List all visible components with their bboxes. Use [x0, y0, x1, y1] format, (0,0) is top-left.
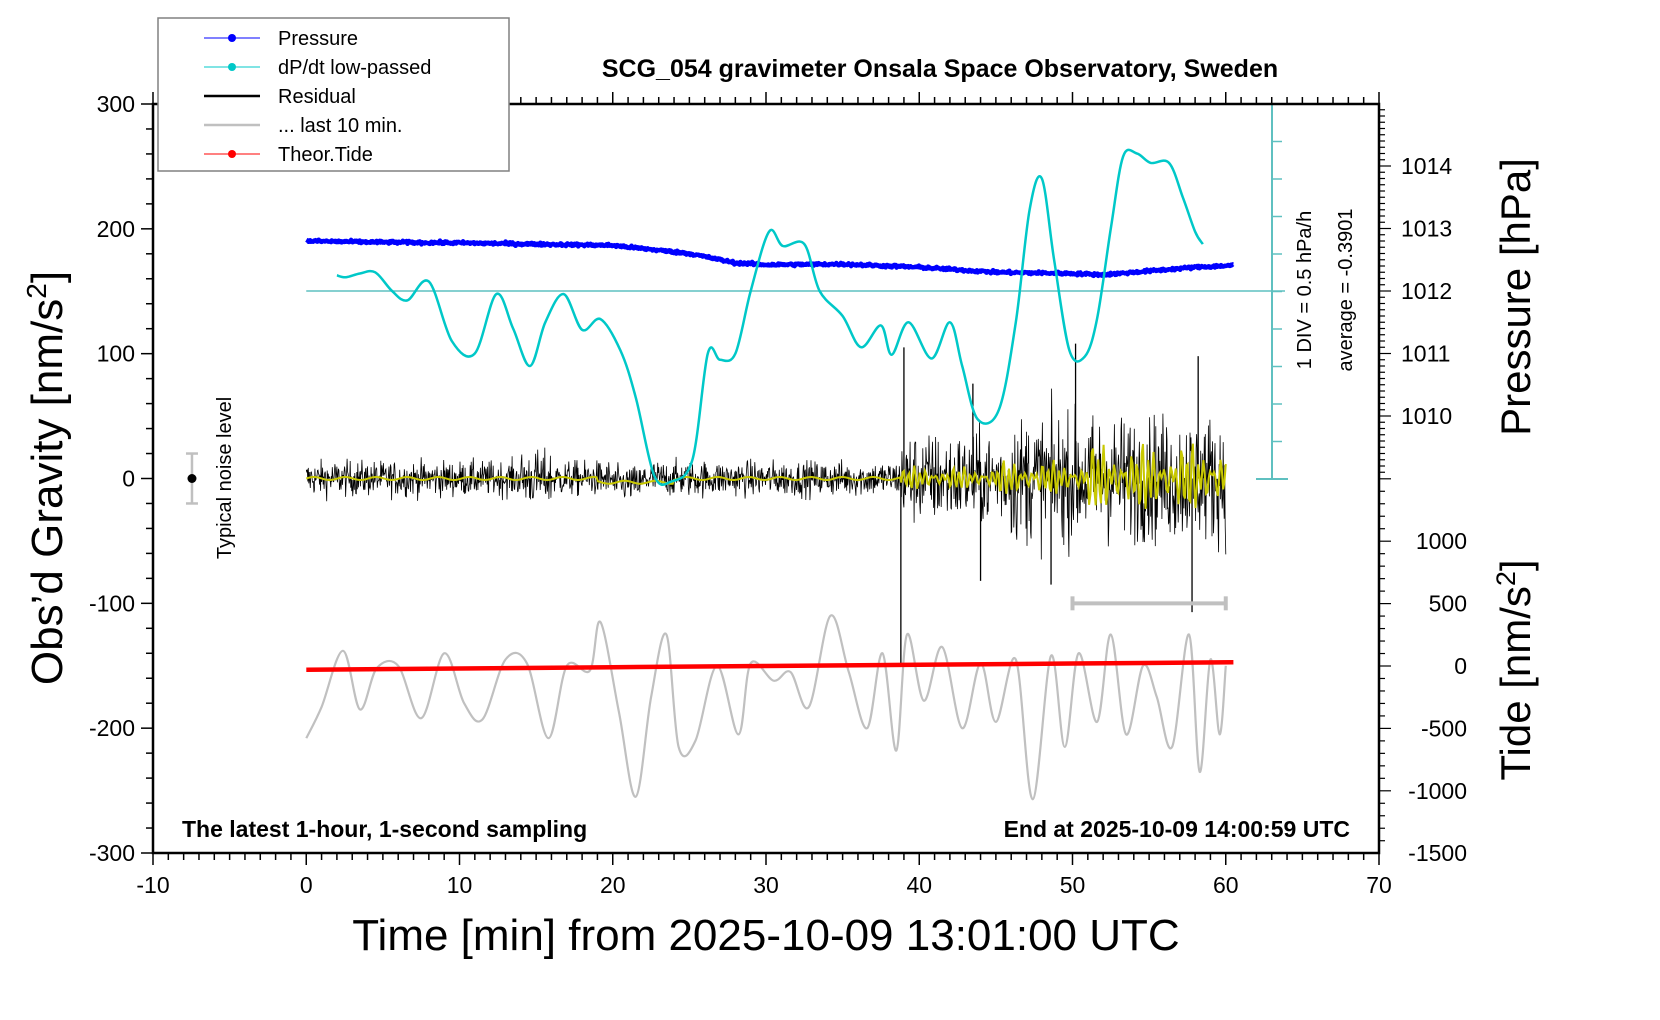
pressure-line — [304, 237, 1235, 279]
y-pressure-tick-label: 1014 — [1401, 153, 1452, 179]
y-left-tick-label: 200 — [97, 216, 135, 242]
residual-smoothed-line — [306, 443, 1227, 510]
noise-level-layer — [185, 452, 198, 505]
noise-level-label: Typical noise level — [214, 397, 236, 559]
y-axis-title-tide-tail: ] — [1492, 559, 1539, 571]
y-axis-title-pressure: Pressure [hPa] — [1492, 158, 1539, 436]
x-tick-label: 0 — [300, 872, 313, 898]
x-tick-label: 20 — [600, 872, 626, 898]
legend: Pressure dP/dt low-passed Residual ... last… — [157, 17, 510, 172]
x-tick-label: 50 — [1060, 872, 1086, 898]
y-left-tick-label: -200 — [89, 715, 135, 741]
x-tick-label: 30 — [753, 872, 779, 898]
legend-box — [157, 17, 510, 172]
y-tide-tick-label: 500 — [1429, 591, 1467, 617]
x-tick-label: 60 — [1213, 872, 1239, 898]
y-axis-title-left-sup: 2 — [21, 283, 52, 299]
dpdt-line — [336, 148, 1204, 486]
x-tick-label: -10 — [136, 872, 169, 898]
y-axis-title-left: Obs’d Gravity [nm/s2] — [21, 271, 72, 685]
legend-label-4: Theor.Tide — [278, 144, 373, 166]
y-tide-tick-label: -500 — [1421, 715, 1467, 741]
legend-marker-1 — [228, 63, 236, 71]
y-left-tick-label: -300 — [89, 840, 135, 866]
y-axis-title-tide: Tide [nm/s2] — [1491, 559, 1539, 780]
dpdt-scale-label: 1 DIV = 0.5 hPa/h — [1294, 211, 1316, 369]
y-tide-tick-label: 0 — [1454, 653, 1467, 679]
noise-level-point — [187, 474, 197, 483]
y-tide-tick-label: -1000 — [1408, 778, 1467, 804]
y-pressure-tick-label: 1010 — [1401, 403, 1452, 429]
axis-ticks-layer: -10 0 10 20 30 40 50 60 703002001000-100-200-300… — [89, 91, 1467, 898]
annotation-end-time: End at 2025-10-09 14:00:59 UTC — [1004, 816, 1350, 842]
residual-line — [305, 388, 1227, 560]
x-axis-title: Time [min] from 2025-10-09 13:01:00 UTC — [352, 911, 1179, 960]
legend-marker-0 — [228, 34, 236, 42]
y-axis-title-tide-main: Tide [nm/s — [1492, 586, 1539, 781]
tide-layer — [306, 660, 1234, 672]
x-tick-label: 40 — [906, 872, 932, 898]
last-10-min-bar-layer — [1070, 596, 1228, 611]
y-pressure-tick-label: 1013 — [1401, 216, 1452, 242]
y-tide-tick-label: -1500 — [1408, 840, 1467, 866]
dpdt-layer — [336, 148, 1204, 486]
legend-label-0: Pressure — [278, 28, 358, 50]
y-axis-title-tide-sup: 2 — [1491, 571, 1521, 586]
chart-title: SCG_054 gravimeter Onsala Space Observat… — [602, 55, 1278, 83]
tide-line — [306, 660, 1234, 672]
annotation-sampling: The latest 1-hour, 1-second sampling — [182, 816, 587, 842]
x-tick-label: 70 — [1366, 872, 1392, 898]
pressure-layer — [304, 237, 1235, 279]
legend-label-2: Residual — [278, 86, 356, 108]
last-10-min-line — [305, 614, 1227, 801]
dpdt-average-label: average = -0.3901 — [1335, 209, 1357, 372]
residual-smoothed-layer — [306, 443, 1227, 510]
y-left-tick-label: 100 — [97, 341, 135, 367]
last-10-min-layer — [305, 614, 1227, 801]
residual-layer — [305, 343, 1227, 666]
y-pressure-tick-label: 1011 — [1401, 341, 1450, 367]
y-axis-title-left-main: Obs’d Gravity [nm/s — [23, 299, 72, 685]
legend-label-3: ... last 10 min. — [278, 115, 403, 137]
x-tick-label: 10 — [447, 872, 473, 898]
legend-label-1: dP/dt low-passed — [278, 57, 431, 79]
y-pressure-tick-label: 1012 — [1401, 278, 1452, 304]
y-left-tick-label: -100 — [89, 590, 135, 616]
y-left-tick-label: 0 — [122, 466, 135, 492]
y-left-tick-label: 300 — [97, 91, 135, 117]
y-tide-tick-label: 1000 — [1416, 528, 1467, 554]
legend-marker-4 — [228, 150, 236, 158]
y-axis-title-left-tail: ] — [23, 271, 72, 283]
